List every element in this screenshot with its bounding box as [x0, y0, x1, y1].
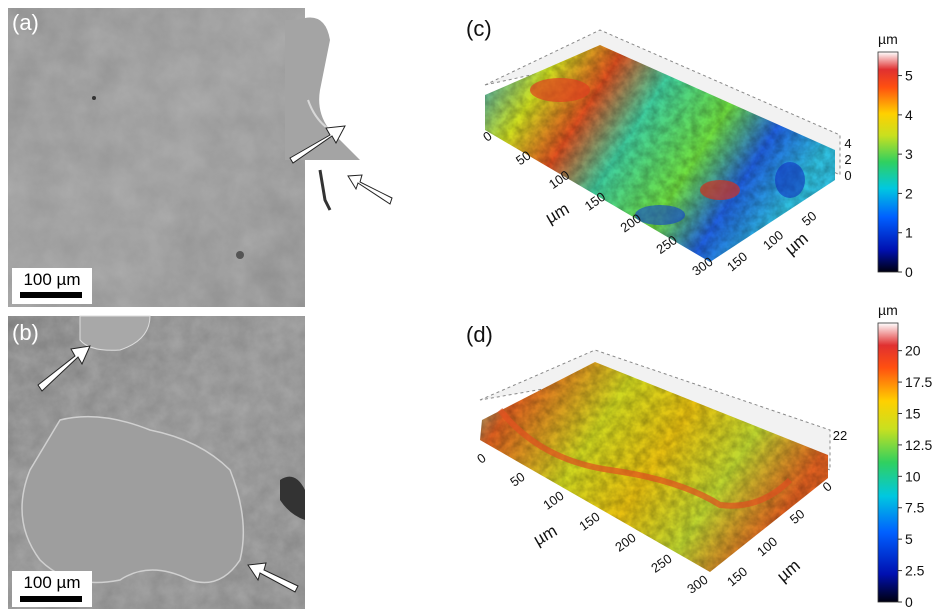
sem-image-a: (a) 100 µm — [8, 8, 393, 307]
panel-label: (d) — [466, 322, 493, 347]
colorbar-tick-label: 5 — [905, 68, 913, 84]
colorbar-tick-label: 4 — [905, 107, 913, 123]
axis-tick-label: 200 — [612, 530, 638, 555]
surface-plot-c: (c) — [466, 16, 841, 262]
axis-tick-label: 100 — [760, 227, 786, 252]
colorbar-tick-label: 2 — [905, 185, 913, 201]
panel-label: (a) — [12, 10, 39, 35]
axis-tick-label: 250 — [648, 551, 674, 576]
axis-tick-label: 4 — [844, 136, 851, 151]
axis-title: µm — [542, 199, 572, 227]
surface-plot-d: (d) — [466, 322, 831, 572]
axis-tick-label: 0 — [820, 478, 835, 494]
colorbar-tick-label: 3 — [905, 146, 913, 162]
colorbar-tick-label: 12.5 — [905, 437, 932, 453]
axis-tick-label: 0 — [474, 450, 489, 466]
colorbar — [877, 322, 899, 603]
sem-image-b: (b) 100 µm — [8, 315, 305, 609]
axis-tick-label: 50 — [513, 148, 533, 169]
colorbar-tick-label: 1 — [905, 225, 913, 241]
colorbar-tick-label: 0 — [905, 264, 913, 280]
scale-bar-label: 100 µm — [23, 573, 80, 592]
axis-title: µm — [773, 556, 804, 586]
axis-tick-label: 300 — [684, 572, 710, 597]
panel-label: (c) — [466, 16, 492, 41]
axis-tick-label: 100 — [540, 488, 566, 513]
axis-tick-label: 150 — [724, 249, 750, 274]
axis-tick-label: 150 — [576, 509, 602, 534]
colorbar-unit: µm — [878, 31, 898, 47]
axis-title: µm — [781, 229, 812, 259]
colorbar-tick-label: 2.5 — [905, 563, 925, 579]
colorbar-unit: µm — [878, 302, 898, 318]
colorbar-tick-label: 0 — [905, 594, 913, 610]
panel-label: (b) — [12, 320, 39, 345]
axis-tick-label: 2 — [844, 152, 851, 167]
scale-bar-label: 100 µm — [23, 270, 80, 289]
colorbar-tick-label: 5 — [905, 531, 913, 547]
axis-tick-label: 50 — [799, 208, 820, 229]
axis-tick-label: 22 — [833, 428, 847, 443]
colorbar-tick-label: 17.5 — [905, 374, 932, 390]
colorbar-tick-label: 20 — [905, 343, 921, 359]
colorbar-tick-label: 10 — [905, 468, 921, 484]
axis-title: µm — [530, 521, 560, 549]
colorbar-tick-label: 15 — [905, 405, 921, 421]
colorbar-tick-label: 7.5 — [905, 500, 925, 516]
colorbar — [877, 51, 899, 273]
axis-tick-label: 50 — [787, 506, 808, 527]
axis-tick-label: 0 — [844, 168, 851, 183]
axis-tick-label: 50 — [507, 469, 527, 490]
axis-tick-label: 100 — [754, 534, 780, 559]
axis-tick-label: 150 — [724, 564, 750, 589]
